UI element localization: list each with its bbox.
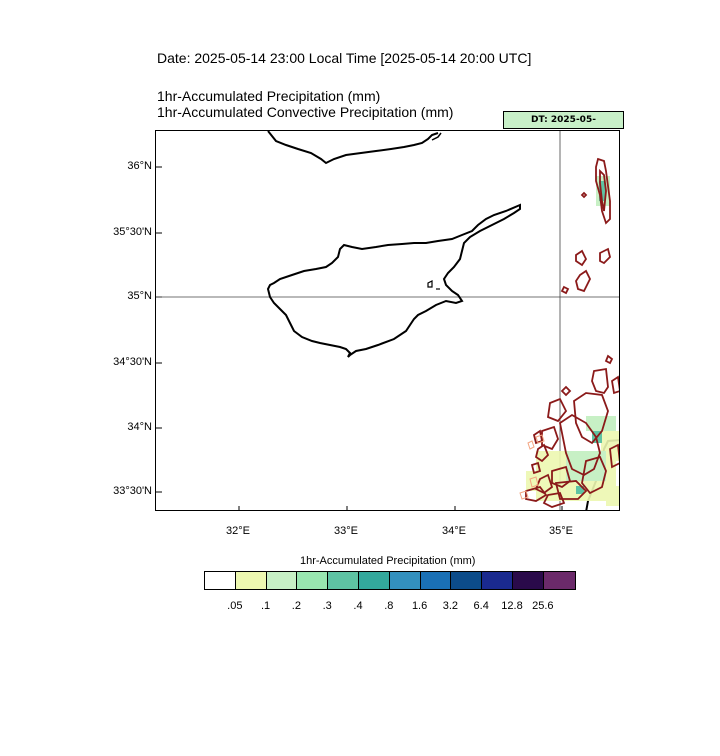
map-panel [155,130,620,511]
colorbar-label: 3.2 [442,600,459,612]
colorbar-swatch [543,572,575,589]
colorbar-swatch [205,572,236,589]
map-canvas [156,131,619,510]
axis-ticks [156,166,563,510]
colorbar-label: .2 [291,600,301,612]
variable-title-precip: 1hr-Accumulated Precipitation (mm) [157,88,381,104]
date-title: Date: 2025-05-14 23:00 Local Time [2025-… [157,50,532,66]
lon-label-32e: 32°E [226,525,250,537]
colorbar-swatch [235,572,267,589]
colorbar-swatch [420,572,452,589]
lat-label-35n: 35°N [127,290,152,302]
colorbar-label: .4 [353,600,363,612]
lon-label-35e: 35°E [549,525,573,537]
lat-label-36n: 36°N [127,160,152,172]
dt-badge: DT: 2025-05-11_12:00:00 [503,111,624,141]
colorbar-swatch [451,572,483,589]
turkey-coastline [267,131,439,165]
lat-label-34n: 34°N [127,421,152,433]
colorbar-swatch [358,572,390,589]
colorbar-label: 12.8 [501,600,523,612]
colorbar-label: 6.4 [473,600,489,612]
colorbar-label: .05 [227,600,243,612]
cyprus-islet [427,280,433,288]
colorbar-label: .8 [384,600,394,612]
colorbar-label: .3 [322,600,332,612]
colorbar-title: 1hr-Accumulated Precipitation (mm) [300,555,476,567]
colorbar-swatch [512,572,544,589]
lon-label-33e: 33°E [334,525,358,537]
colorbar-swatch [297,572,329,589]
lon-label-34e: 34°E [442,525,466,537]
colorbar [204,571,576,590]
colorbar-swatch [482,572,513,589]
lat-label-35-30n: 35°30'N [113,226,152,238]
colorbar-label: 1.6 [411,600,428,612]
turkey-coast-fragment [431,132,442,141]
cyprus-outline [266,203,521,358]
convective-precipitation-contours [525,157,619,508]
lat-label-34-30n: 34°30'N [113,356,152,368]
variable-title-convective: 1hr-Accumulated Convective Precipitation… [157,104,454,120]
colorbar-swatch [266,572,298,589]
colorbar-swatch [328,572,359,589]
colorbar-label: 25.6 [532,600,554,612]
colorbar-swatch [389,572,421,589]
heavy-precipitation-shading [576,181,605,494]
convective-precip-light-contours [519,434,545,500]
lat-label-33-30n: 33°30'N [113,485,152,497]
colorbar-label: .1 [261,600,271,612]
